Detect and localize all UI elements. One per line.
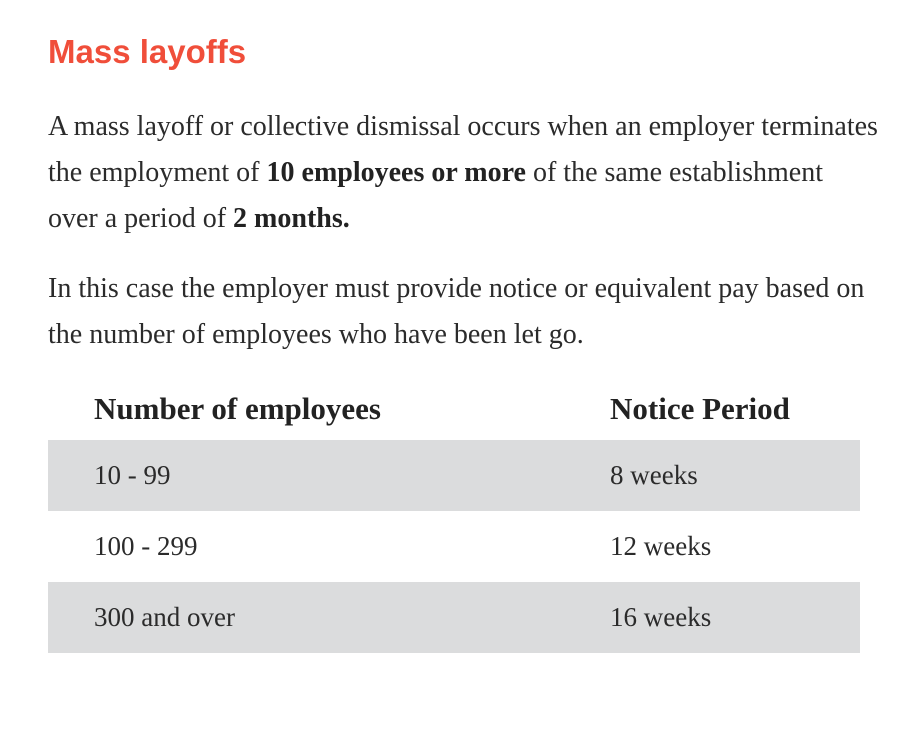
- cell-notice: 12 weeks: [610, 531, 712, 561]
- table-header-row: Number of employees Notice Period: [48, 382, 860, 440]
- paragraph-definition-text-2: of the same establishment over a period …: [48, 157, 824, 234]
- cell-employees: 300 and over: [48, 582, 604, 653]
- paragraph-notice: In this case the employer must provide n…: [48, 273, 865, 350]
- header-notice-period: Notice Period: [610, 391, 790, 426]
- cell-notice: 8 weeks: [604, 440, 860, 511]
- header-number-of-employees: Number of employees: [94, 391, 381, 426]
- table-row: 100 - 299 12 weeks: [48, 511, 860, 582]
- paragraph-definition: A mass layoff or collective dismissal oc…: [48, 104, 878, 242]
- notice-period-table: Number of employees Notice Period 10 - 9…: [48, 382, 860, 653]
- cell-notice: 16 weeks: [604, 582, 860, 653]
- cell-employees: 100 - 299: [94, 531, 198, 561]
- paragraph-definition-text-1: A mass layoff or collective dismissal oc…: [48, 111, 878, 188]
- cell-employees: 10 - 99: [48, 440, 604, 511]
- table-row: 300 and over 16 weeks: [48, 582, 860, 653]
- bold-threshold-period: 2 months.: [233, 203, 350, 234]
- content: Mass layoffs A mass layoff or collective…: [48, 28, 878, 358]
- bold-threshold-employees: 10 employees or more: [266, 157, 526, 188]
- table-row: 10 - 99 8 weeks: [48, 440, 860, 511]
- section-heading: Mass layoffs: [48, 33, 247, 70]
